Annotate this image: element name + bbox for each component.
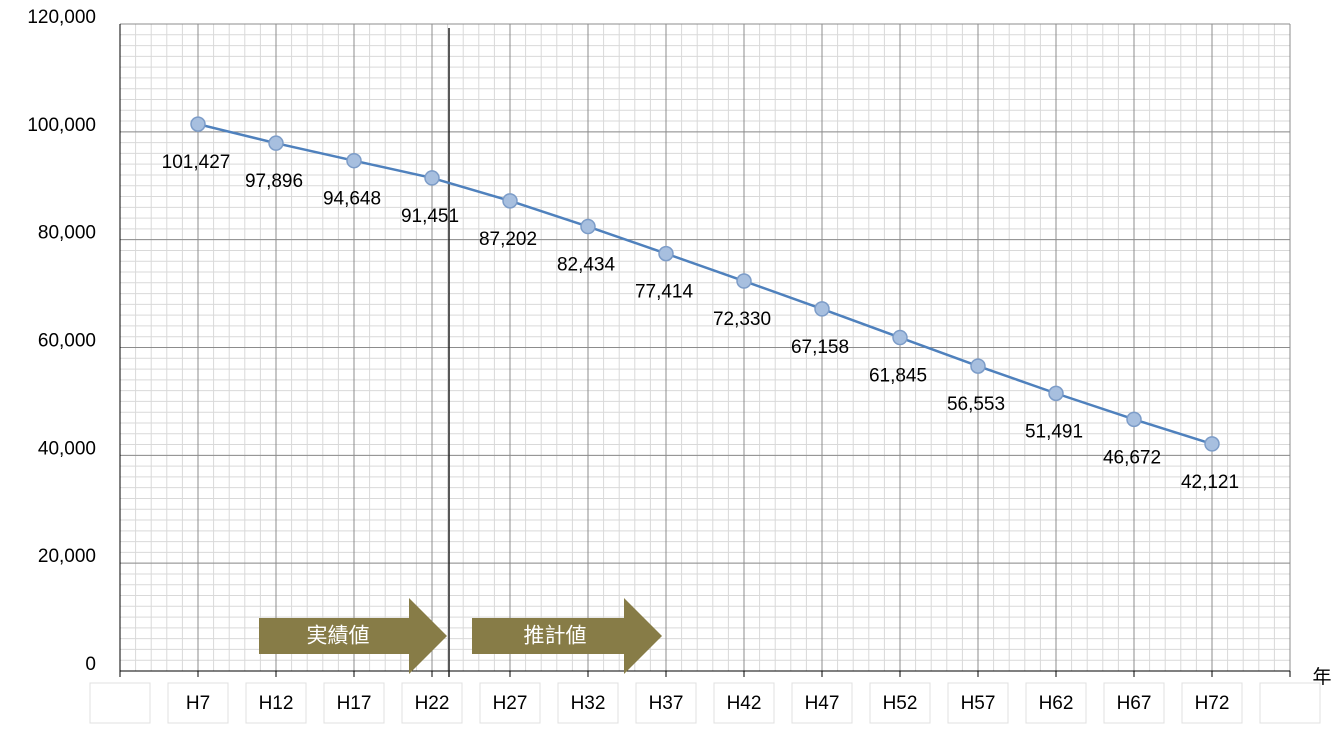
- x-tick-label: H42: [727, 693, 762, 714]
- annotation: 実績値: [307, 625, 370, 648]
- arrow-actual: [259, 598, 447, 674]
- x-label-box: [89, 682, 151, 724]
- data-label: 87,202: [479, 229, 537, 250]
- data-label: 77,414: [635, 282, 694, 303]
- data-label: 46,672: [1103, 447, 1161, 468]
- data-label: 82,434: [557, 255, 616, 276]
- x-tick-label: H72: [1195, 693, 1230, 714]
- data-label: 91,451: [401, 206, 459, 227]
- x-label-box: [479, 682, 541, 724]
- annotation: 推計値: [524, 625, 587, 648]
- x-label-box: [1181, 682, 1243, 724]
- x-label-box: [947, 682, 1009, 724]
- point: [892, 329, 908, 346]
- x-tick-label: H12: [259, 693, 294, 714]
- point: [346, 152, 362, 169]
- point: [424, 170, 440, 186]
- point: [1048, 385, 1064, 402]
- x-label-box: [713, 682, 775, 724]
- x-label-box: [1103, 682, 1165, 724]
- point: [658, 245, 674, 262]
- x-tick-label: H57: [961, 693, 996, 714]
- x-tick-label: H67: [1117, 693, 1152, 714]
- data-label: 42,121: [1181, 472, 1239, 493]
- point: [814, 301, 830, 317]
- point: [268, 135, 284, 151]
- point: [970, 358, 986, 374]
- y-tick-label: 120,000: [27, 7, 96, 28]
- x-label-box: [557, 682, 619, 724]
- data-label: 51,491: [1025, 421, 1083, 442]
- x-label-box: [791, 682, 853, 724]
- x-label-box: [245, 682, 307, 724]
- x-tick-label: H32: [571, 693, 606, 714]
- x-label-box: [401, 682, 463, 724]
- data-label: 56,553: [947, 394, 1005, 415]
- point: [1204, 436, 1220, 452]
- x-tick-label: H17: [337, 693, 372, 714]
- series-line: [197, 122, 1213, 446]
- y-tick-label: 100,000: [27, 115, 96, 136]
- y-tick-label: 60,000: [38, 331, 96, 352]
- arrows: 実績値 推計値: [259, 598, 662, 674]
- x-label-box: [869, 682, 931, 724]
- y-tick-label: 40,000: [38, 438, 96, 459]
- x-label-box: [635, 682, 697, 724]
- x-tick-label: H7: [186, 693, 210, 714]
- data-label: 61,845: [869, 366, 927, 387]
- x-tick-label: H47: [805, 693, 840, 714]
- point: [1126, 411, 1142, 428]
- data-label: 97,896: [245, 171, 303, 192]
- data-label: 101,427: [162, 152, 231, 173]
- data-label: 94,648: [323, 189, 381, 210]
- x-tick-label: H37: [649, 693, 684, 714]
- point: [736, 273, 752, 289]
- x-tick-label: H52: [883, 693, 918, 714]
- data-label: 72,330: [713, 309, 771, 330]
- x-label-box: [167, 682, 229, 724]
- x-tick-label: H22: [415, 693, 450, 714]
- x-label-box: [323, 682, 385, 724]
- data-label: 67,158: [791, 337, 849, 358]
- y-tick-label: 0: [85, 654, 96, 675]
- x-tick-label: H62: [1039, 693, 1074, 714]
- x-label-box: [1025, 682, 1087, 724]
- y-tick-label: 20,000: [38, 546, 96, 567]
- point: [580, 218, 596, 235]
- x-label-box: [1259, 682, 1321, 724]
- point: [190, 116, 206, 132]
- x-tick-label: H27: [493, 693, 528, 714]
- point: [502, 193, 518, 209]
- y-tick-label: 80,000: [38, 223, 96, 244]
- arrow-projection: [472, 598, 662, 674]
